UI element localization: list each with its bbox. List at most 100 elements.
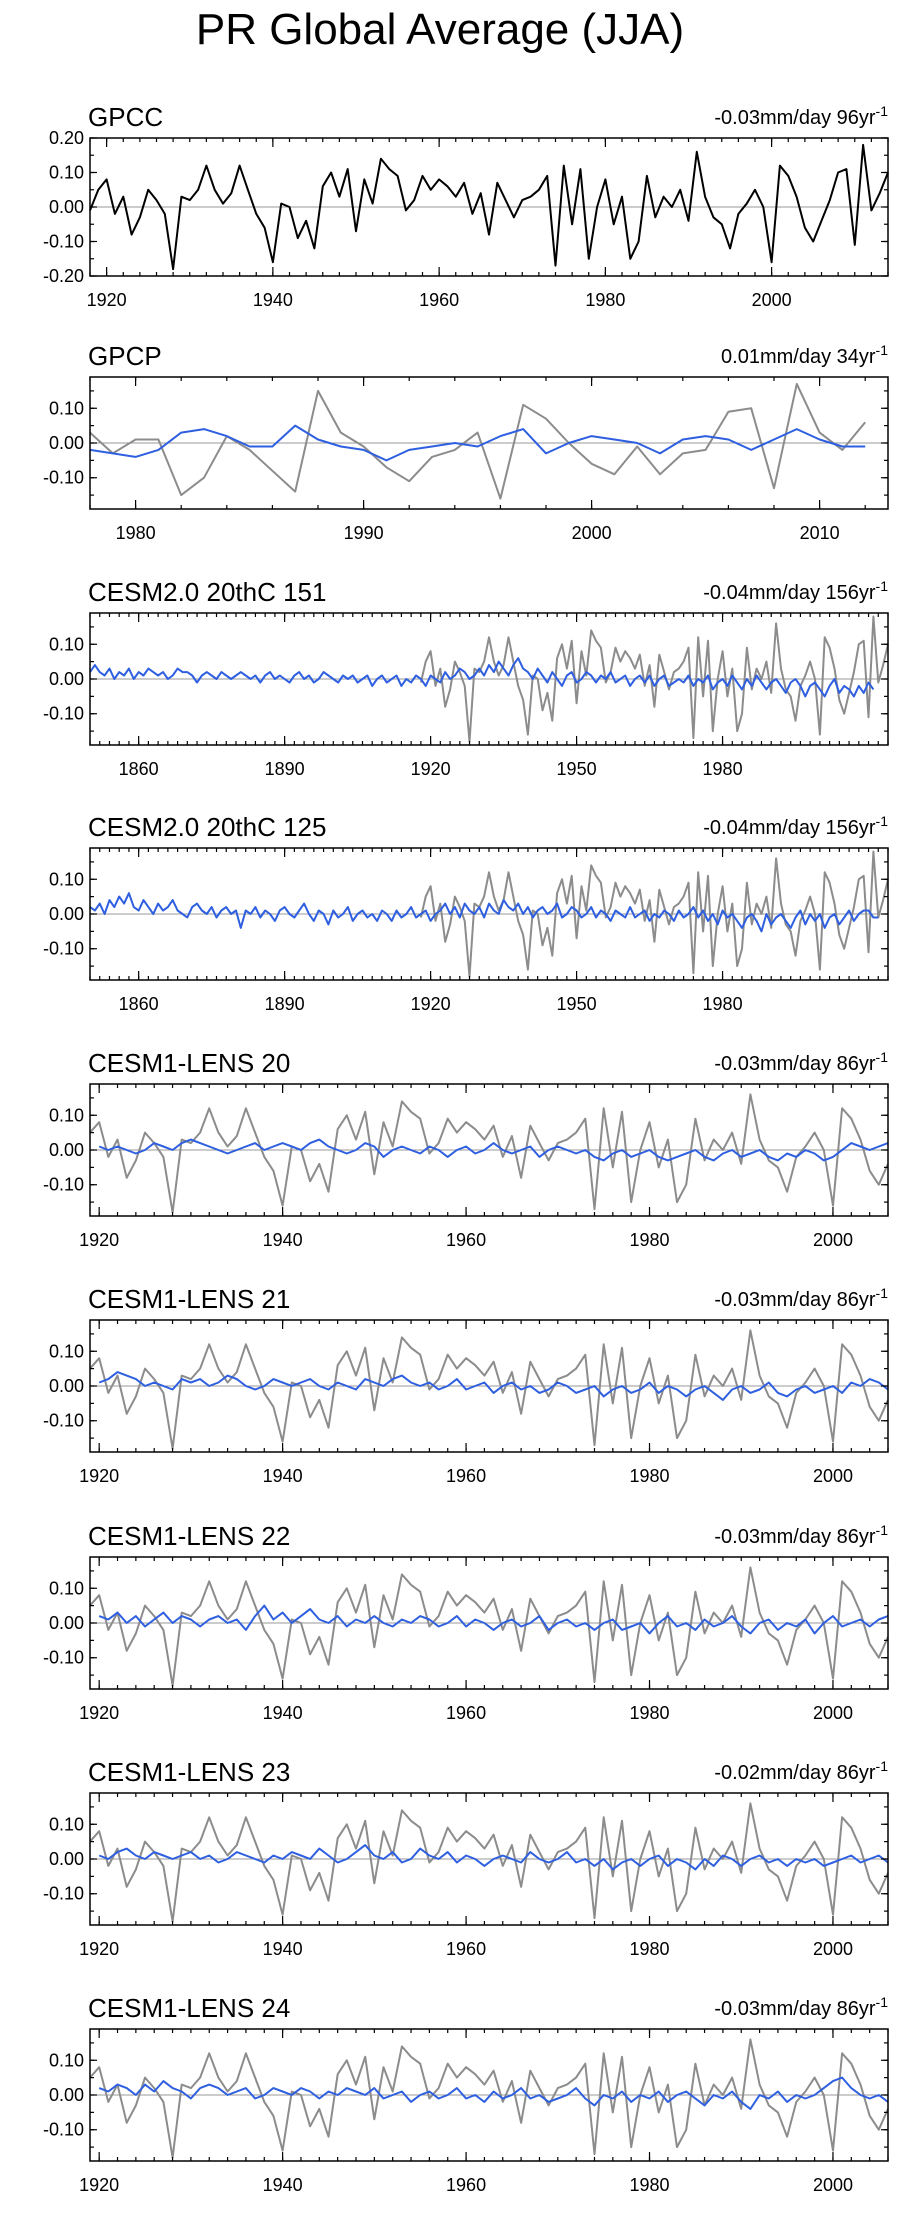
x-tick-label: 1960 [446,1230,486,1250]
observed-series-line [89,1329,889,1450]
trend-label: -0.04mm/day 156yr-1 [703,578,888,604]
x-tick-label: 1950 [557,759,597,779]
y-tick-label: -0.10 [43,704,84,724]
x-tick-label: 2000 [813,1230,853,1250]
trend-label: -0.03mm/day 86yr-1 [714,1994,888,2020]
x-tick-label: 1980 [629,1466,669,1486]
trend-label: -0.03mm/day 86yr-1 [714,1285,888,1311]
y-tick-label: 0.00 [49,1140,84,1160]
trend-exponent: -1 [876,1522,889,1538]
trend-value: -0.03mm/day 96yr [714,107,876,129]
x-tick-label: 1920 [87,290,127,310]
x-tick-label: 1920 [79,1939,119,1959]
trend-exponent: -1 [876,342,889,358]
observed-series-line [419,615,889,743]
x-tick-label: 1940 [253,290,293,310]
panel-title: CESM1-LENS 20 [88,1048,290,1078]
model-series-line [89,657,875,698]
x-tick-label: 1920 [411,759,451,779]
x-tick-label: 1940 [263,1703,303,1723]
model-series-line [98,1604,889,1635]
panel: CESM1-LENS 21 -0.03mm/day 86yr-1 0.10 0.00 -… [43,1284,889,1486]
y-tick-label: 0.00 [49,433,84,453]
x-tick-label: 1940 [263,1939,303,1959]
x-tick-label: 1920 [79,2175,119,2195]
x-tick-label: 1980 [703,759,743,779]
x-tick-label: 1940 [263,2175,303,2195]
panel: CESM2.0 20thC 151 -0.04mm/day 156yr-1 0.10… [43,577,889,779]
x-tick-label: 1980 [629,1703,669,1723]
trend-value: -0.03mm/day 86yr [714,1289,876,1311]
trend-value: -0.03mm/day 86yr [714,1998,876,2020]
y-tick-label: 0.00 [49,1613,84,1633]
trend-exponent: -1 [876,813,889,829]
trend-value: -0.04mm/day 156yr [703,582,876,604]
panel: CESM1-LENS 22 -0.03mm/day 86yr-1 0.10 0.00 -… [43,1521,889,1723]
x-tick-label: 1980 [703,994,743,1014]
observed-series-line [419,850,889,978]
panel-title: CESM1-LENS 22 [88,1521,290,1551]
y-tick-label: -0.10 [43,1648,84,1668]
x-tick-label: 1980 [629,2175,669,2195]
y-tick-label: 0.20 [49,128,84,148]
x-tick-label: 1890 [265,994,305,1014]
x-tick-label: 1920 [79,1230,119,1250]
y-tick-label: 0.10 [49,634,84,654]
y-tick-label: 0.10 [49,1814,84,1834]
trend-label: -0.03mm/day 86yr-1 [714,1049,888,1075]
y-tick-label: 0.10 [49,163,84,183]
y-tick-label: 0.00 [49,1376,84,1396]
trend-exponent: -1 [876,578,889,594]
panel-title: CESM1-LENS 23 [88,1757,290,1787]
x-tick-label: 1980 [585,290,625,310]
x-tick-label: 1960 [419,290,459,310]
panel: CESM1-LENS 23 -0.02mm/day 86yr-1 0.10 0.00 -… [43,1757,889,1959]
trend-label: 0.01mm/day 34yr-1 [721,342,888,368]
trend-label: -0.03mm/day 86yr-1 [714,1522,888,1548]
x-tick-label: 1960 [446,1466,486,1486]
x-tick-label: 1940 [263,1230,303,1250]
x-tick-label: 1950 [557,994,597,1014]
y-tick-label: 0.10 [49,398,84,418]
x-tick-label: 1940 [263,1466,303,1486]
x-tick-label: 1920 [79,1466,119,1486]
trend-label: -0.02mm/day 86yr-1 [714,1758,888,1784]
y-tick-label: 0.00 [49,669,84,689]
model-series-line [89,424,866,462]
y-tick-label: 0.00 [49,1849,84,1869]
x-tick-label: 1920 [79,1703,119,1723]
trend-label: -0.03mm/day 96yr-1 [714,103,888,129]
panel-title: CESM1-LENS 24 [88,1993,290,2023]
y-tick-label: 0.00 [49,904,84,924]
panels: GPCC -0.03mm/day 96yr-10.200.100.00-0.10-… [43,102,889,2195]
x-tick-label: 2000 [813,1466,853,1486]
trend-exponent: -1 [876,1285,889,1301]
y-tick-label: -0.10 [43,232,84,252]
trend-value: 0.01mm/day 34yr [721,346,876,368]
panel-title: GPCC [88,102,163,132]
x-tick-label: 2000 [813,2175,853,2195]
figure-title: PR Global Average (JJA) [196,5,684,54]
x-tick-label: 1920 [411,994,451,1014]
x-tick-label: 1990 [344,523,384,543]
x-tick-label: 1960 [446,1939,486,1959]
x-tick-label: 2000 [752,290,792,310]
x-tick-label: 1980 [116,523,156,543]
x-tick-label: 2000 [813,1703,853,1723]
panel-title: CESM2.0 20thC 125 [88,812,326,842]
trend-exponent: -1 [876,103,889,119]
panel: CESM1-LENS 20 -0.03mm/day 86yr-1 0.10 0.00 -… [43,1048,889,1250]
observed-series-line [89,143,889,271]
trend-value: -0.03mm/day 86yr [714,1526,876,1548]
x-tick-label: 1890 [265,759,305,779]
y-tick-label: -0.20 [43,266,84,286]
x-tick-label: 1980 [629,1230,669,1250]
model-series-line [98,1844,889,1871]
trend-value: -0.02mm/day 86yr [714,1762,876,1784]
y-tick-label: 0.00 [49,197,84,217]
y-tick-label: -0.10 [43,468,84,488]
trend-value: -0.03mm/day 86yr [714,1053,876,1075]
model-series-line [98,1371,889,1401]
panel: GPCC -0.03mm/day 96yr-1 0.20 0.10 0.00 -0.10 -… [43,102,889,310]
x-tick-label: 2010 [800,523,840,543]
